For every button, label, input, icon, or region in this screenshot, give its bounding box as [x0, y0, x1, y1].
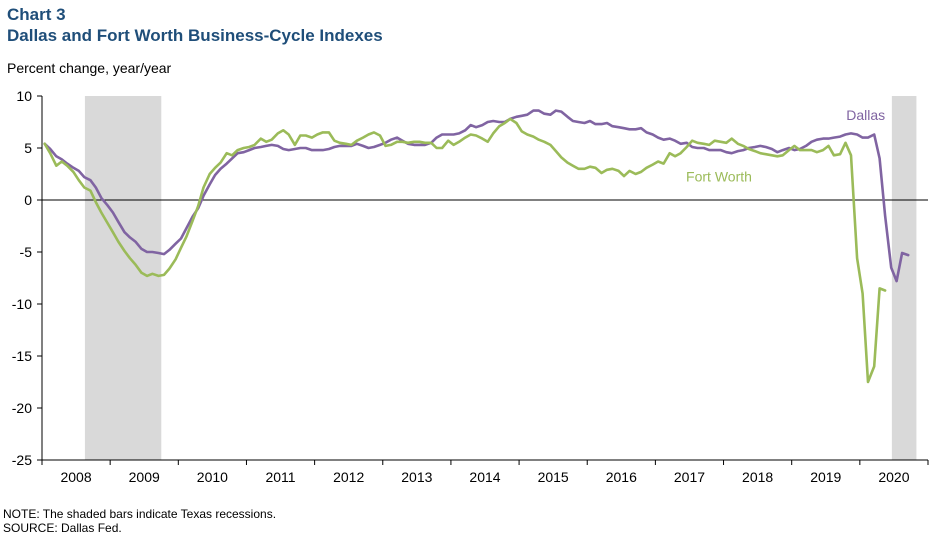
y-tick-label: -20: [12, 400, 32, 416]
y-tick-label: -15: [12, 348, 32, 364]
x-tick-label: 2019: [810, 469, 841, 485]
y-axis-label: Percent change, year/year: [7, 60, 172, 76]
series-labels: Dallas Fort Worth: [686, 107, 885, 184]
x-tick-label: 2020: [878, 469, 909, 485]
y-tick-label: -5: [20, 244, 33, 260]
chart-note: NOTE: The shaded bars indicate Texas rec…: [3, 507, 277, 521]
x-tick-label: 2010: [197, 469, 228, 485]
axes: 10 5 0 -5 -10 -15 -20 -25 2008 2009 2010 2011 2012 20…: [12, 88, 929, 485]
x-tick-label: 2008: [60, 469, 91, 485]
chart-number: Chart 3: [7, 5, 66, 24]
x-tick-label: 2017: [674, 469, 705, 485]
dallas-line: [43, 109, 910, 283]
y-tick-label: -10: [12, 296, 32, 312]
fort-worth-line: [43, 117, 887, 384]
x-tick-label: 2013: [401, 469, 432, 485]
x-tick-label: 2016: [606, 469, 637, 485]
y-tick-label: 0: [24, 192, 32, 208]
chart-source: SOURCE: Dallas Fed.: [3, 521, 122, 535]
recession-band-1: [84, 96, 162, 460]
chart-title: Dallas and Fort Worth Business-Cycle Ind…: [7, 26, 383, 45]
y-tick-label: -25: [12, 452, 32, 468]
dallas-label: Dallas: [846, 107, 885, 123]
x-tick-label: 2018: [742, 469, 773, 485]
y-tick-label: 5: [24, 140, 32, 156]
x-tick-label: 2011: [265, 469, 295, 485]
x-tick-label: 2009: [129, 469, 160, 485]
recession-bands: [84, 96, 917, 460]
x-tick-label: 2012: [333, 469, 364, 485]
x-tick-label: 2015: [538, 469, 569, 485]
x-tick-label: 2014: [469, 469, 500, 485]
series-lines: [43, 109, 910, 384]
y-tick-label: 10: [16, 88, 32, 104]
fort-worth-label: Fort Worth: [686, 168, 752, 184]
